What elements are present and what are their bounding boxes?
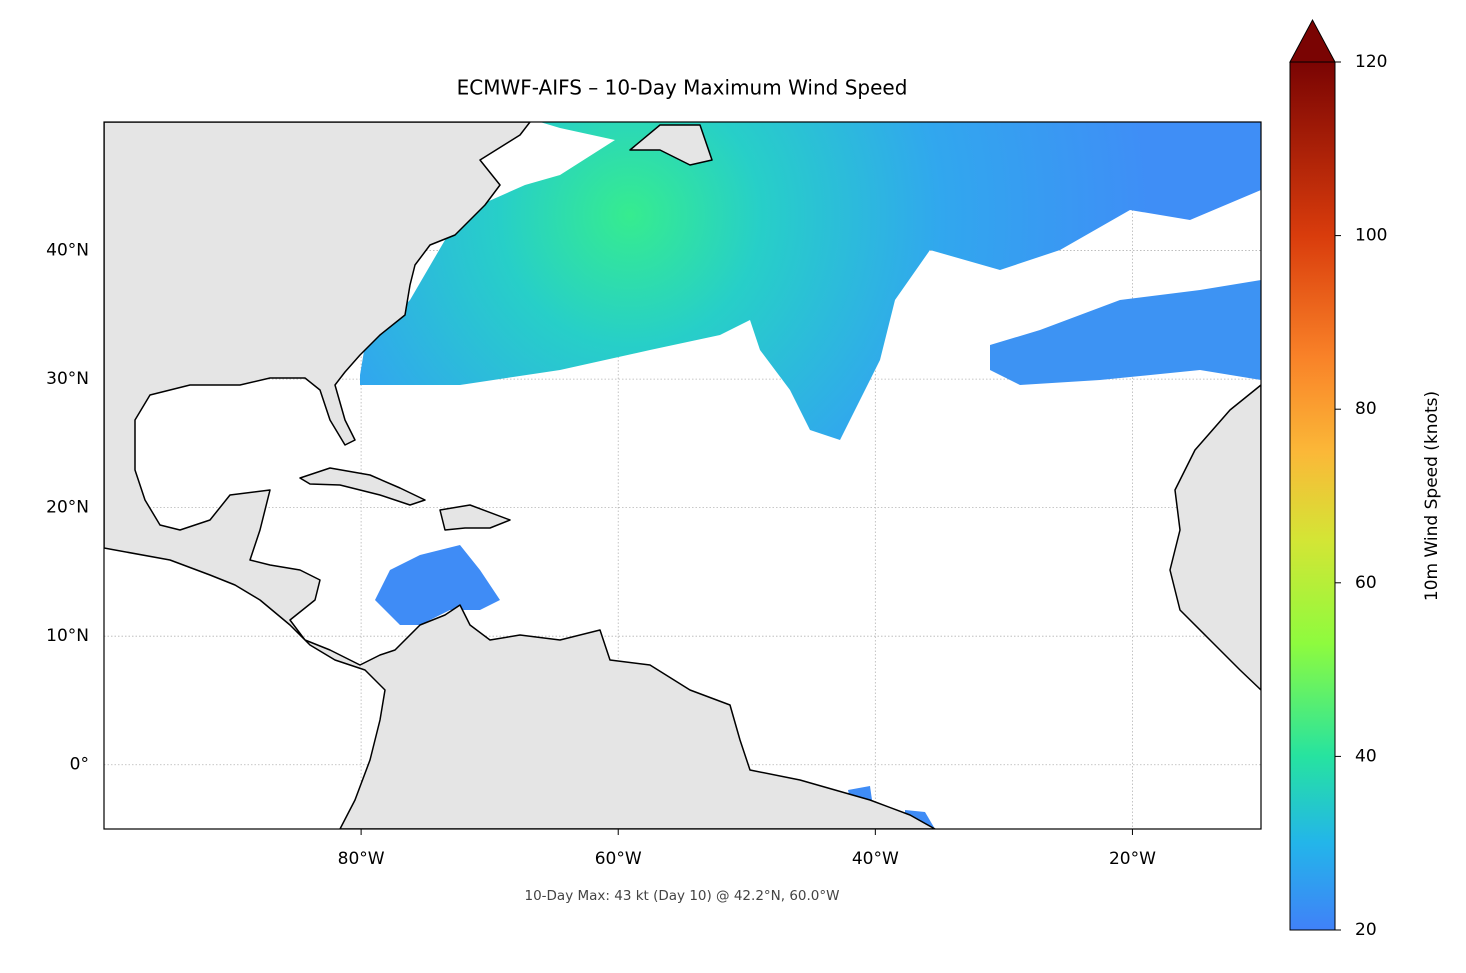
y-tick-label: 10°N xyxy=(46,626,89,646)
colorbar-tick-label: 100 xyxy=(1355,226,1387,246)
colorbar xyxy=(1289,61,1336,931)
y-tick-label: 0° xyxy=(70,755,89,775)
land xyxy=(104,122,936,829)
chart-title: ECMWF-AIFS – 10-Day Maximum Wind Speed xyxy=(457,76,908,100)
annotation: 10-Day Max: 43 kt (Day 10) @ 42.2°N, 60.… xyxy=(524,888,839,904)
plot-frame xyxy=(103,121,1262,830)
colorbar-extend xyxy=(1289,18,1336,63)
y-tick-label: 20°N xyxy=(46,498,89,518)
x-tick-label: 40°W xyxy=(852,849,899,869)
colorbar-tick-label: 60 xyxy=(1355,573,1377,593)
map xyxy=(104,122,1261,829)
land xyxy=(629,124,713,166)
wind-field xyxy=(375,545,500,625)
land xyxy=(299,467,426,506)
y-tick-label: 40°N xyxy=(46,241,89,261)
land xyxy=(1169,384,1261,691)
y-tick-label: 30°N xyxy=(46,369,89,389)
colorbar-tick-label: 120 xyxy=(1355,52,1387,72)
colorbar-tick-label: 80 xyxy=(1355,399,1377,419)
x-tick-label: 20°W xyxy=(1109,849,1156,869)
x-tick-label: 80°W xyxy=(338,849,385,869)
x-tick-label: 60°W xyxy=(595,849,642,869)
colorbar-tick-label: 20 xyxy=(1355,920,1377,940)
wind-field xyxy=(360,122,1261,440)
colorbar-label: 10m Wind Speed (knots) xyxy=(1422,391,1442,601)
colorbar-tick-label: 40 xyxy=(1355,746,1377,766)
land xyxy=(439,504,511,531)
wind-field xyxy=(990,280,1261,385)
